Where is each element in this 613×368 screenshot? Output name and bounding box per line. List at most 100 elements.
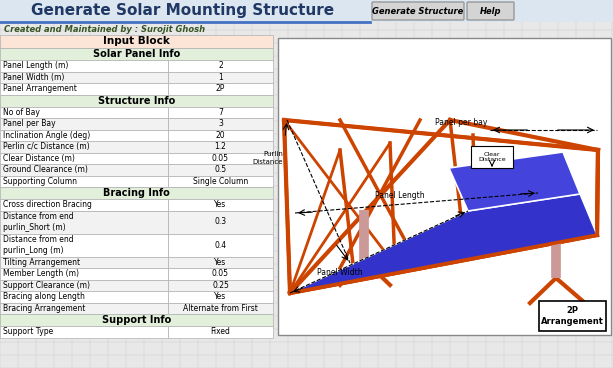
Text: Bracing along Length: Bracing along Length — [3, 292, 85, 301]
Text: 0.4: 0.4 — [215, 241, 227, 250]
FancyBboxPatch shape — [168, 60, 273, 71]
Text: Yes: Yes — [215, 200, 227, 209]
Text: 2P: 2P — [216, 84, 225, 93]
FancyBboxPatch shape — [0, 35, 273, 48]
Text: Single Column: Single Column — [193, 177, 248, 186]
Text: Generate Solar Mounting Structure: Generate Solar Mounting Structure — [31, 4, 335, 18]
FancyBboxPatch shape — [168, 152, 273, 164]
Text: Ground Clearance (m): Ground Clearance (m) — [3, 165, 88, 174]
Text: Clear
Distance: Clear Distance — [478, 152, 506, 162]
FancyBboxPatch shape — [168, 234, 273, 256]
FancyBboxPatch shape — [168, 83, 273, 95]
Text: 2: 2 — [218, 61, 223, 70]
FancyBboxPatch shape — [0, 60, 168, 71]
FancyBboxPatch shape — [168, 106, 273, 118]
Text: Solar Panel Info: Solar Panel Info — [93, 49, 180, 59]
FancyBboxPatch shape — [0, 268, 168, 280]
Text: Created and Maintained by : Surojit Ghosh: Created and Maintained by : Surojit Ghos… — [4, 25, 205, 33]
Text: Perlin c/c Distance (m): Perlin c/c Distance (m) — [3, 142, 89, 151]
FancyBboxPatch shape — [0, 314, 273, 326]
FancyBboxPatch shape — [467, 2, 514, 20]
FancyBboxPatch shape — [0, 210, 168, 234]
FancyBboxPatch shape — [0, 326, 168, 337]
FancyBboxPatch shape — [0, 291, 168, 302]
Text: 0.5: 0.5 — [215, 165, 227, 174]
Text: 7: 7 — [218, 108, 223, 117]
Text: 0.05: 0.05 — [212, 269, 229, 278]
FancyBboxPatch shape — [0, 141, 168, 152]
FancyBboxPatch shape — [0, 164, 168, 176]
FancyBboxPatch shape — [168, 118, 273, 130]
FancyBboxPatch shape — [168, 141, 273, 152]
Text: Generate Structure: Generate Structure — [372, 7, 463, 15]
FancyBboxPatch shape — [0, 106, 168, 118]
FancyBboxPatch shape — [168, 210, 273, 234]
FancyBboxPatch shape — [0, 256, 168, 268]
Text: Inclination Angle (deg): Inclination Angle (deg) — [3, 131, 90, 140]
Text: Supporting Column: Supporting Column — [3, 177, 77, 186]
Text: Input Block: Input Block — [103, 36, 170, 46]
FancyBboxPatch shape — [0, 176, 168, 187]
FancyBboxPatch shape — [168, 291, 273, 302]
Text: Cross direction Bracing: Cross direction Bracing — [3, 200, 92, 209]
Polygon shape — [290, 194, 597, 293]
FancyBboxPatch shape — [0, 130, 168, 141]
FancyBboxPatch shape — [0, 83, 168, 95]
FancyBboxPatch shape — [278, 38, 611, 335]
Text: 2P
Arrangement: 2P Arrangement — [541, 306, 603, 326]
Text: Yes: Yes — [215, 258, 227, 267]
Text: Alternate from First: Alternate from First — [183, 304, 258, 313]
FancyBboxPatch shape — [168, 302, 273, 314]
FancyBboxPatch shape — [168, 130, 273, 141]
Text: Member Length (m): Member Length (m) — [3, 269, 79, 278]
FancyBboxPatch shape — [0, 234, 168, 256]
FancyBboxPatch shape — [168, 268, 273, 280]
FancyBboxPatch shape — [168, 164, 273, 176]
FancyBboxPatch shape — [168, 280, 273, 291]
FancyBboxPatch shape — [0, 0, 613, 22]
FancyBboxPatch shape — [168, 326, 273, 337]
Text: Support Type: Support Type — [3, 327, 53, 336]
FancyBboxPatch shape — [168, 199, 273, 210]
Text: Support Info: Support Info — [102, 315, 171, 325]
Text: Distance from end
purlin_Short (m): Distance from end purlin_Short (m) — [3, 212, 74, 232]
Text: Tilting Arrangement: Tilting Arrangement — [3, 258, 80, 267]
Text: Structure Info: Structure Info — [98, 96, 175, 106]
Text: Distance from end
purlin_Long (m): Distance from end purlin_Long (m) — [3, 235, 74, 255]
FancyBboxPatch shape — [0, 187, 273, 199]
Text: Panel Arrangement: Panel Arrangement — [3, 84, 77, 93]
Text: 0.05: 0.05 — [212, 154, 229, 163]
FancyBboxPatch shape — [0, 199, 168, 210]
FancyBboxPatch shape — [372, 2, 464, 20]
Text: Bracing Info: Bracing Info — [103, 188, 170, 198]
FancyBboxPatch shape — [0, 152, 168, 164]
Text: 3: 3 — [218, 119, 223, 128]
FancyBboxPatch shape — [0, 71, 168, 83]
Text: Panel Length: Panel Length — [375, 191, 425, 200]
Text: 1.2: 1.2 — [215, 142, 226, 151]
Text: 0.25: 0.25 — [212, 281, 229, 290]
Text: Help: Help — [480, 7, 501, 15]
FancyBboxPatch shape — [0, 280, 168, 291]
FancyBboxPatch shape — [539, 301, 606, 331]
Text: 1: 1 — [218, 73, 223, 82]
Text: Fixed: Fixed — [210, 327, 230, 336]
FancyBboxPatch shape — [168, 71, 273, 83]
Text: Panel Width (m): Panel Width (m) — [3, 73, 64, 82]
Text: Yes: Yes — [215, 292, 227, 301]
Text: Panel per bay: Panel per bay — [435, 118, 487, 127]
Text: Clear Distance (m): Clear Distance (m) — [3, 154, 75, 163]
Text: Purlin
Distance: Purlin Distance — [253, 152, 283, 164]
Text: 20: 20 — [216, 131, 226, 140]
FancyBboxPatch shape — [0, 95, 273, 106]
FancyBboxPatch shape — [471, 146, 513, 168]
Polygon shape — [449, 152, 580, 211]
Text: 0.3: 0.3 — [215, 217, 227, 226]
Text: Panel Width: Panel Width — [317, 268, 363, 277]
FancyBboxPatch shape — [0, 118, 168, 130]
FancyBboxPatch shape — [168, 256, 273, 268]
Text: Support Clearance (m): Support Clearance (m) — [3, 281, 90, 290]
Text: Panel per Bay: Panel per Bay — [3, 119, 56, 128]
FancyBboxPatch shape — [168, 176, 273, 187]
FancyBboxPatch shape — [0, 302, 168, 314]
